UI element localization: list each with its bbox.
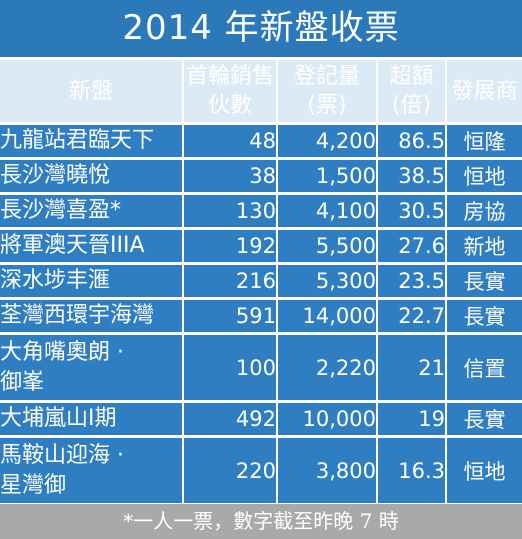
cell-registered-tickets: 14,000 — [276, 300, 376, 332]
column-header-line: (倍) — [391, 93, 432, 118]
cell-oversubscribed: 21 — [376, 335, 445, 400]
cell-developer: 信置 — [445, 335, 522, 400]
chart-title: 2014 年新盤收票 — [0, 0, 522, 57]
cell-developer: 房協 — [445, 195, 522, 227]
cell-name-line: 深水埗丰滙 — [0, 268, 111, 293]
cell-name-line: 將軍澳天晉IIIA — [0, 233, 145, 258]
cell-name-line: 大角嘴奧朗 · — [0, 339, 124, 365]
table-row: 大埔嵐山I期 492 10,000 19 長實 — [0, 403, 522, 435]
cell-registered-tickets: 1,500 — [276, 160, 376, 192]
cell-registered-tickets: 10,000 — [276, 403, 376, 435]
column-header-name: 新盤 — [0, 60, 182, 122]
cell-registered-tickets: 5,500 — [276, 230, 376, 262]
cell-developer: 新地 — [445, 230, 522, 262]
cell-name-line: 荃灣西環宇海灣 — [0, 303, 155, 328]
cell-oversubscribed: 19 — [376, 403, 445, 435]
cell-first-round-units: 130 — [182, 195, 276, 227]
cell-name-line: 長沙灣曉悅 — [0, 163, 111, 188]
cell-first-round-units: 38 — [182, 160, 276, 192]
column-header-first_round_units: 首輪銷售 伙數 — [182, 60, 276, 122]
cell-first-round-units: 100 — [182, 335, 276, 400]
column-header-registered_tickets: 登記量 (票) — [276, 60, 376, 122]
cell-name: 馬鞍山迎海 · 星灣御 — [0, 438, 182, 503]
column-header-line: 超額 — [389, 64, 434, 89]
cell-first-round-units: 192 — [182, 230, 276, 262]
table-row: 深水埗丰滙 216 5,300 23.5 長實 — [0, 265, 522, 297]
column-header-line: (票) — [307, 93, 347, 118]
cell-developer: 長實 — [445, 403, 522, 435]
column-header-line: 發展商 — [451, 78, 518, 104]
cell-oversubscribed: 86.5 — [376, 125, 445, 157]
cell-name-line: 大埔嵐山I期 — [0, 406, 117, 431]
column-header-line: 首輪銷售 — [185, 64, 274, 89]
footnote: *一人一票，數字截至昨晚 7 時 — [0, 504, 522, 539]
table-row: 將軍澳天晉IIIA 192 5,500 27.6 新地 — [0, 230, 522, 262]
cell-first-round-units: 591 — [182, 300, 276, 332]
cell-oversubscribed: 30.5 — [376, 195, 445, 227]
cell-name: 大角嘴奧朗 · 御峯 — [0, 335, 182, 400]
cell-first-round-units: 216 — [182, 265, 276, 297]
cell-name: 荃灣西環宇海灣 — [0, 300, 182, 332]
cell-oversubscribed: 22.7 — [376, 300, 445, 332]
cell-oversubscribed: 23.5 — [376, 265, 445, 297]
cell-name: 長沙灣喜盈* — [0, 195, 182, 227]
cell-name-line: 長沙灣喜盈* — [0, 198, 122, 223]
cell-name-line: 九龍站君臨天下 — [0, 128, 155, 153]
cell-name: 深水埗丰滙 — [0, 265, 182, 297]
table-row: 馬鞍山迎海 · 星灣御 220 3,800 16.3 恒地 — [0, 438, 522, 503]
cell-registered-tickets: 2,220 — [276, 335, 376, 400]
table-row: 荃灣西環宇海灣 591 14,000 22.7 長實 — [0, 300, 522, 332]
table-row: 長沙灣曉悅 38 1,500 38.5 恒地 — [0, 160, 522, 192]
column-header-line: 伙數 — [207, 93, 252, 118]
cell-developer: 恒地 — [445, 438, 522, 503]
column-header-developer: 發展商 — [445, 60, 522, 122]
column-header-line: 登記量 — [293, 64, 360, 89]
cell-oversubscribed: 16.3 — [376, 438, 445, 503]
cell-registered-tickets: 4,100 — [276, 195, 376, 227]
cell-name: 長沙灣曉悅 — [0, 160, 182, 192]
cell-registered-tickets: 3,800 — [276, 438, 376, 503]
cell-first-round-units: 220 — [182, 438, 276, 503]
cell-name: 九龍站君臨天下 — [0, 125, 182, 157]
cell-name: 將軍澳天晉IIIA — [0, 230, 182, 262]
cell-developer: 長實 — [445, 300, 522, 332]
cell-oversubscribed: 27.6 — [376, 230, 445, 262]
cell-name-line: 御峯 — [0, 369, 45, 395]
table-row: 長沙灣喜盈* 130 4,100 30.5 房協 — [0, 195, 522, 227]
cell-oversubscribed: 38.5 — [376, 160, 445, 192]
cell-first-round-units: 492 — [182, 403, 276, 435]
table-body: 九龍站君臨天下 48 4,200 86.5 恒隆 長沙灣曉悅 38 1,500 38.5 恒地 長沙… — [0, 125, 522, 503]
cell-first-round-units: 48 — [182, 125, 276, 157]
column-header-line: 新盤 — [68, 78, 113, 104]
cell-name: 大埔嵐山I期 — [0, 403, 182, 435]
data-table: 新盤 首輪銷售 伙數 登記量 (票) 超額 (倍) 發展商 九龍站君臨天下 48 4,200 86.… — [0, 57, 522, 506]
cell-registered-tickets: 4,200 — [276, 125, 376, 157]
cell-registered-tickets: 5,300 — [276, 265, 376, 297]
cell-developer: 長實 — [445, 265, 522, 297]
header-row: 新盤 首輪銷售 伙數 登記量 (票) 超額 (倍) 發展商 — [0, 60, 522, 122]
cell-name-line: 馬鞍山迎海 · — [0, 442, 124, 468]
column-header-oversubscribed: 超額 (倍) — [376, 60, 445, 122]
cell-developer: 恒地 — [445, 160, 522, 192]
table-row: 大角嘴奧朗 · 御峯 100 2,220 21 信置 — [0, 335, 522, 400]
cell-name-line: 星灣御 — [0, 472, 67, 498]
table-header: 新盤 首輪銷售 伙數 登記量 (票) 超額 (倍) 發展商 — [0, 60, 522, 122]
cell-developer: 恒隆 — [445, 125, 522, 157]
table-row: 九龍站君臨天下 48 4,200 86.5 恒隆 — [0, 125, 522, 157]
